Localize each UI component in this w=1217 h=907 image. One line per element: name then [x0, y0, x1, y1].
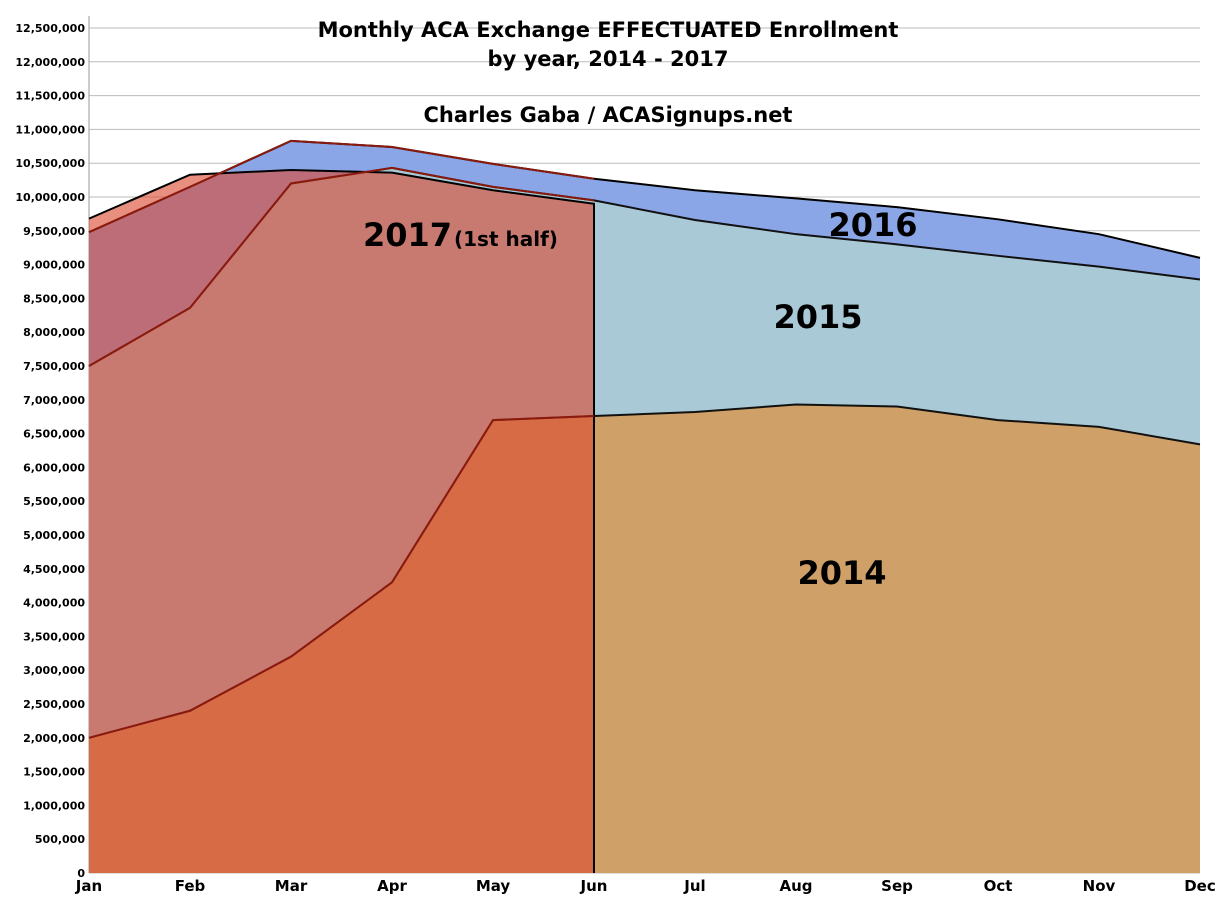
y-tick-label: 4,500,000	[23, 563, 85, 576]
y-tick-label: 9,000,000	[23, 259, 85, 272]
y-tick-label: 3,500,000	[23, 630, 85, 643]
y-tick-label: 5,500,000	[23, 495, 85, 508]
x-tick-label: Nov	[1083, 877, 1116, 895]
label-2017: 2017	[363, 216, 452, 254]
y-tick-label: 6,000,000	[23, 461, 85, 474]
x-tick-label: May	[476, 877, 511, 895]
label-2016: 2016	[828, 206, 917, 244]
y-tick-label: 500,000	[35, 833, 85, 846]
line-under-2015	[88, 166, 595, 367]
x-tick-label: Oct	[984, 877, 1013, 895]
y-tick-label: 10,000,000	[15, 191, 85, 204]
y-tick-label: 10,500,000	[15, 157, 85, 170]
y-tick-label: 2,500,000	[23, 698, 85, 711]
x-tick-label: Sep	[881, 877, 913, 895]
y-tick-label: 11,000,000	[15, 123, 85, 136]
y-tick-label: 12,500,000	[15, 22, 85, 35]
x-tick-label: Feb	[175, 877, 206, 895]
y-tick-label: 1,500,000	[23, 766, 85, 779]
y-tick-label: 12,000,000	[15, 56, 85, 69]
line-2017	[88, 168, 595, 873]
y-tick-label: 0	[77, 867, 85, 880]
y-tick-label: 6,500,000	[23, 428, 85, 441]
y-tick-label: 3,000,000	[23, 664, 85, 677]
chart-subtitle: by year, 2014 - 2017	[488, 47, 729, 71]
x-axis-ticks: Jan Feb Mar Apr May Jun Jul Aug Sep Oct Nov Dec	[75, 877, 1216, 895]
x-tick-label: Jan	[75, 877, 102, 895]
area-2017	[89, 169, 594, 873]
x-tick-label: Jun	[580, 877, 608, 895]
y-axis-ticks: 0 500,000 1,000,000 1,500,000 2,000,000 2,500…	[15, 22, 85, 880]
y-tick-label: 8,000,000	[23, 326, 85, 339]
chart-title: Monthly ACA Exchange EFFECTUATED Enrollm…	[318, 18, 899, 42]
x-tick-label: Aug	[779, 877, 812, 895]
label-2015: 2015	[773, 298, 862, 336]
x-tick-label: Apr	[377, 877, 407, 895]
y-tick-label: 1,000,000	[23, 799, 85, 812]
y-tick-label: 9,500,000	[23, 225, 85, 238]
y-tick-label: 5,000,000	[23, 529, 85, 542]
chart-credit: Charles Gaba / ACASignups.net	[424, 103, 793, 127]
line-under-2014	[88, 415, 595, 739]
series-areas	[88, 139, 1201, 874]
line-under-2016	[88, 139, 595, 234]
y-tick-label: 11,500,000	[15, 90, 85, 103]
y-tick-label: 8,500,000	[23, 292, 85, 305]
label-2014: 2014	[797, 554, 886, 592]
y-tick-label: 7,000,000	[23, 394, 85, 407]
y-tick-label: 4,000,000	[23, 597, 85, 610]
y-tick-label: 7,500,000	[23, 360, 85, 373]
y-tick-label: 2,000,000	[23, 732, 85, 745]
label-2017-note: (1st half)	[454, 227, 558, 251]
x-tick-label: Jul	[683, 877, 705, 895]
x-tick-label: Mar	[275, 877, 308, 895]
x-tick-label: Dec	[1184, 877, 1216, 895]
